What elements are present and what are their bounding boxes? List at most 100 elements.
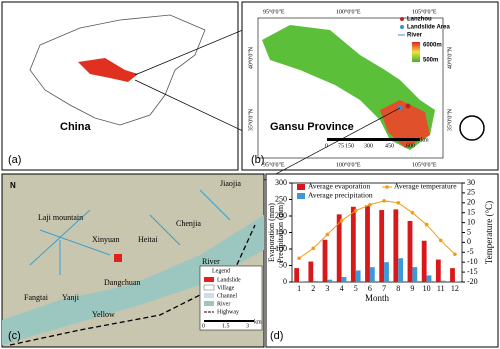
legend-label: Channel: [217, 293, 237, 299]
line: [298, 200, 456, 259]
place-label: Yanji: [62, 293, 80, 302]
panel-label: (d): [270, 330, 283, 342]
bar: [384, 262, 389, 282]
point: [325, 232, 330, 237]
bar: [308, 261, 314, 282]
bar: [313, 281, 319, 282]
scale-label: 300: [364, 143, 373, 149]
y-tick-label: 100: [275, 244, 287, 253]
bar: [393, 209, 399, 282]
y2-tick-label: 20: [467, 198, 475, 207]
y2-tick-label: 15: [467, 208, 475, 217]
bar: [454, 281, 460, 282]
y-tick-label: 0: [283, 277, 287, 286]
elevation-ramp: [412, 42, 420, 62]
point: [453, 252, 457, 257]
landslide-site: [114, 254, 122, 262]
x-tick-label: 4: [340, 284, 344, 293]
bar: [450, 268, 455, 282]
bar: [369, 267, 375, 282]
region-label: Gansu Province: [270, 121, 354, 133]
point: [368, 202, 372, 207]
y2-tick-label: -20: [467, 277, 478, 286]
legend-swatch: [385, 185, 389, 189]
legend-label: River: [407, 33, 423, 39]
lat-label: 40°0'0"N: [446, 46, 453, 69]
compass: [459, 115, 485, 141]
scale-label: 450: [385, 143, 394, 149]
legend-label: Highway: [217, 309, 239, 315]
x-tick-label: 3: [325, 284, 329, 293]
x-axis-title: Month: [365, 293, 390, 303]
legend-label: 500m: [423, 58, 438, 64]
scale-label: 600: [406, 143, 415, 149]
north-arrow: N: [10, 181, 16, 190]
point: [438, 238, 443, 243]
place-label: Chenjia: [176, 219, 201, 228]
place-label: Jiaojia: [220, 179, 241, 188]
lanzhou-marker: [405, 103, 411, 109]
y2-tick-label: 5: [467, 227, 471, 236]
x-tick-label: 7: [382, 284, 386, 293]
bar: [355, 270, 361, 282]
connector: [134, 21, 263, 76]
scale-label: 1.5: [222, 323, 230, 329]
point: [382, 199, 386, 203]
point: [396, 201, 401, 205]
panel-label: (b): [251, 154, 264, 166]
bar: [294, 268, 300, 282]
connector: [134, 79, 263, 141]
y2-axis-title: Temperature (°C): [484, 201, 494, 264]
gansu-fill: [78, 58, 138, 82]
y-tick-label: 200: [275, 211, 287, 220]
legend-label: Average evaporation: [308, 182, 370, 191]
y-axis-title: Precipitation (mm): [276, 202, 285, 263]
legend-swatch: [204, 293, 214, 298]
legend-label: Landslide Area: [407, 25, 450, 31]
bar: [440, 280, 446, 282]
country-label: China: [60, 121, 91, 133]
legend-swatch: [400, 25, 404, 29]
legend-label: 6000m: [423, 43, 442, 49]
bar: [421, 240, 427, 282]
x-tick-label: 12: [451, 284, 459, 293]
bar: [435, 259, 441, 282]
highway: [9, 224, 256, 346]
scale-label: 3: [246, 323, 249, 329]
lon-label: 95°0'0"E: [263, 161, 285, 168]
bar: [365, 205, 370, 282]
y-tick-label: 300: [275, 178, 287, 187]
scale-bar: [204, 320, 254, 322]
legend-swatch: [204, 277, 214, 282]
bar: [412, 267, 418, 282]
legend-swatch: [297, 193, 305, 199]
yellow-river: [2, 215, 264, 345]
point: [339, 218, 344, 223]
lat-label: 35°0'0"N: [247, 108, 254, 131]
y2-tick-label: -5: [467, 247, 474, 256]
place-label: Laji mountain: [38, 213, 83, 222]
place-label: River: [202, 257, 220, 266]
lon-label: 105°0'0"E: [412, 8, 437, 15]
y2-tick-label: 30: [467, 178, 475, 187]
lon-label: 100°0'0"E: [336, 8, 361, 15]
y2-tick-label: -15: [467, 267, 478, 276]
bar: [327, 279, 333, 282]
channels: [29, 189, 231, 275]
y2-tick-label: 25: [467, 188, 475, 197]
bar: [350, 206, 356, 282]
x-tick-label: 11: [437, 284, 445, 293]
legend-swatch: [297, 184, 305, 190]
scale-label: 75: [338, 143, 344, 149]
scale-label: 0: [325, 143, 328, 149]
x-tick-label: 8: [396, 284, 400, 293]
y-axis-title: Evaporation (mm): [267, 203, 276, 262]
y-tick-label: 250: [275, 194, 287, 203]
scale-bar: [327, 138, 420, 141]
scale-label: 150: [345, 143, 354, 149]
point: [410, 210, 415, 215]
bar: [407, 220, 413, 282]
panel-label: (a): [8, 154, 21, 166]
